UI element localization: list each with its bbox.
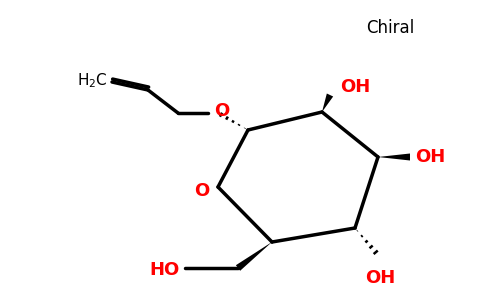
Text: O: O bbox=[214, 102, 229, 120]
Text: HO: HO bbox=[150, 261, 180, 279]
Text: O: O bbox=[195, 182, 210, 200]
Text: OH: OH bbox=[415, 148, 445, 166]
Polygon shape bbox=[236, 242, 272, 271]
Polygon shape bbox=[322, 94, 333, 112]
Text: OH: OH bbox=[340, 78, 370, 96]
Polygon shape bbox=[378, 154, 410, 160]
Text: Chiral: Chiral bbox=[366, 19, 414, 37]
Text: H$_2$C: H$_2$C bbox=[77, 72, 108, 90]
Text: OH: OH bbox=[365, 269, 395, 287]
